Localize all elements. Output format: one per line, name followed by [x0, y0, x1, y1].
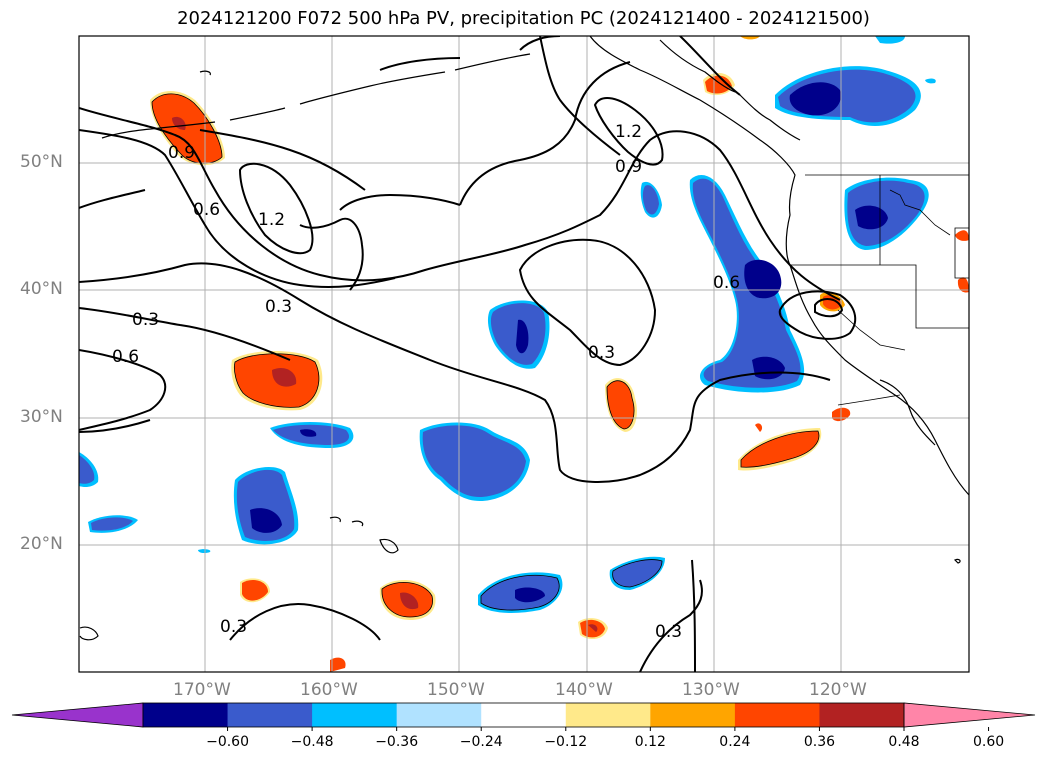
- colorbar-segment: [143, 703, 229, 727]
- contour-label: 0.3: [220, 617, 247, 637]
- lat-label: 20°N: [20, 534, 63, 554]
- coastlines: [79, 36, 969, 641]
- colorbar-tick-label: −0.60: [206, 734, 249, 750]
- colorbar-tick-label: 0.48: [888, 734, 920, 750]
- colorbar-segment: [312, 703, 398, 727]
- colorbar-segment: [819, 703, 905, 727]
- colorbar-tick-label: −0.12: [544, 734, 588, 750]
- lon-label: 140°W: [555, 680, 613, 700]
- lat-label: 50°N: [20, 152, 63, 172]
- lon-label: 130°W: [682, 680, 740, 700]
- colorbar-tick-label: −0.48: [290, 734, 334, 750]
- contour-label: 1.2: [615, 122, 642, 142]
- map-frame: [78, 35, 970, 673]
- colorbar-segment: [396, 703, 482, 727]
- colorbar-segment: [481, 703, 567, 727]
- contour-label: 0.3: [588, 343, 615, 363]
- colorbar-segment: [227, 703, 313, 727]
- contour-label: 0.9: [615, 157, 642, 177]
- lon-label: 120°W: [809, 680, 867, 700]
- negative-anomaly-blobs: [79, 36, 936, 613]
- colorbar-segment: [650, 703, 736, 727]
- colorbar-outline: [142, 702, 905, 728]
- lat-label: 30°N: [20, 407, 63, 427]
- contour-label: 0.3: [265, 297, 292, 317]
- colorbar-tick-label: 0.60: [972, 734, 1005, 750]
- colorbar-segment: [565, 703, 651, 727]
- contour-label: 0.9: [168, 143, 195, 163]
- lon-label: 150°W: [427, 680, 485, 700]
- contour-label: 1.2: [258, 210, 285, 230]
- gridlines: [79, 36, 969, 672]
- blob-outlines: [151, 93, 820, 618]
- colorbar-tick-label: 0.24: [719, 734, 751, 750]
- contour-label: 0.3: [655, 622, 682, 642]
- map-title: 2024121200 F072 500 hPa PV, precipitatio…: [177, 8, 870, 29]
- colorbar-extend-high: [903, 702, 1036, 728]
- colorbar-tick-label: −0.24: [459, 734, 503, 750]
- borders: [790, 174, 969, 406]
- positive-anomaly-blobs: [150, 36, 969, 672]
- lon-label: 160°W: [300, 680, 358, 700]
- lat-label: 40°N: [20, 279, 63, 299]
- contour-label: 0.3: [132, 310, 159, 330]
- contour-label: 0.6: [713, 273, 740, 293]
- colorbar-extend-low: [11, 702, 144, 728]
- colorbar-tick-label: 0.36: [803, 734, 836, 750]
- contour-label: 0.6: [112, 347, 139, 367]
- colorbar: [11, 702, 1036, 731]
- colorbar-tick-label: 0.12: [634, 734, 666, 750]
- colorbar-segment: [734, 703, 820, 727]
- contour-label: 0.6: [193, 200, 220, 220]
- contour-labels: 0.9 0.6 1.2 0.3 0.3 0.6 1.2 0.9 0.6 0.3 …: [112, 122, 740, 642]
- colorbar-tick-label: −0.36: [375, 734, 419, 750]
- lon-label: 170°W: [173, 680, 231, 700]
- pv-contours: [79, 36, 857, 672]
